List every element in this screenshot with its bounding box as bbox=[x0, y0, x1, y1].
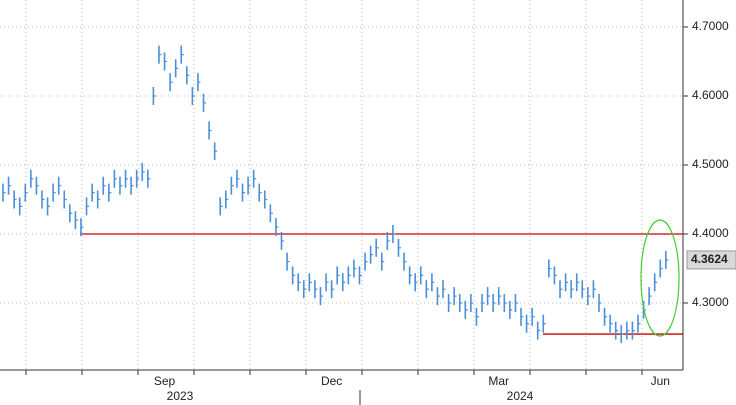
x-tick-label: Jun bbox=[651, 374, 670, 388]
y-tick-label: 4.6000 bbox=[692, 88, 729, 102]
x-tick-label: Mar bbox=[488, 374, 509, 388]
last-price-box bbox=[686, 250, 736, 270]
x-tick-label: Dec bbox=[321, 374, 342, 388]
y-tick-label: 4.5000 bbox=[692, 157, 729, 171]
highlight-ellipse bbox=[640, 219, 680, 337]
year-label: 2023 bbox=[167, 389, 194, 403]
x-tick-label: Sep bbox=[154, 374, 176, 388]
y-tick-label: 4.4000 bbox=[692, 226, 729, 240]
last-price-label: 4.3624 bbox=[691, 252, 728, 266]
y-tick-label: 4.7000 bbox=[692, 19, 729, 33]
year-label: 2024 bbox=[507, 389, 534, 403]
y-tick-label: 4.3000 bbox=[692, 295, 729, 309]
